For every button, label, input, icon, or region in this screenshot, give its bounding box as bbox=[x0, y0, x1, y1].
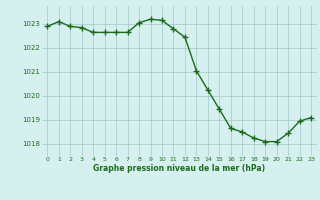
X-axis label: Graphe pression niveau de la mer (hPa): Graphe pression niveau de la mer (hPa) bbox=[93, 164, 265, 173]
